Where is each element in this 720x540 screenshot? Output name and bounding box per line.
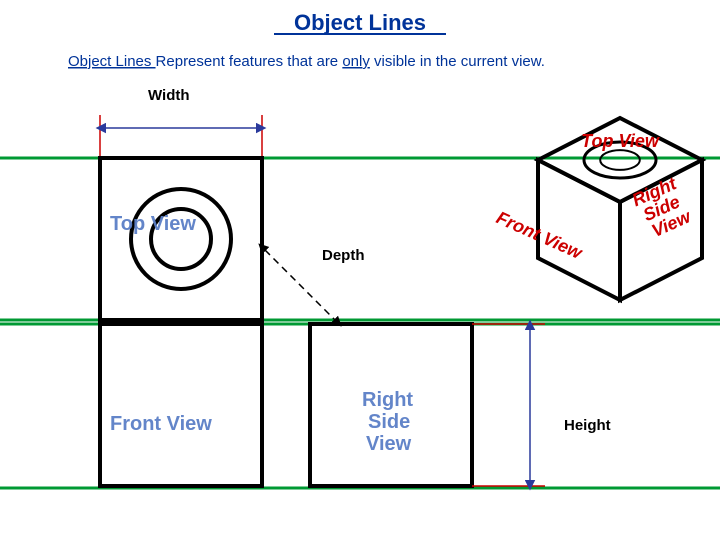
right-side-view-label: Right Side View	[362, 389, 419, 455]
svg-text:Right Side View: Right Side View	[629, 171, 698, 243]
depth-label: Depth	[322, 247, 365, 264]
iso-right-label: Right Side View	[629, 171, 698, 243]
iso-hole-ellipse-inner	[600, 150, 640, 170]
diagram-canvas: Object Lines Object Lines Represent feat…	[0, 0, 720, 540]
hole-outer-circle	[131, 189, 231, 289]
iso-top-label: Top View	[581, 131, 660, 151]
front-view-box	[100, 324, 262, 486]
top-view-label: Top View	[110, 213, 196, 235]
width-label: Width	[148, 87, 190, 104]
height-label: Height	[564, 417, 611, 434]
top-view-box	[100, 158, 262, 320]
subtitle: Object Lines Represent features that are…	[68, 53, 545, 70]
page-title: Object Lines	[294, 10, 426, 35]
front-view-label: Front View	[110, 413, 212, 435]
